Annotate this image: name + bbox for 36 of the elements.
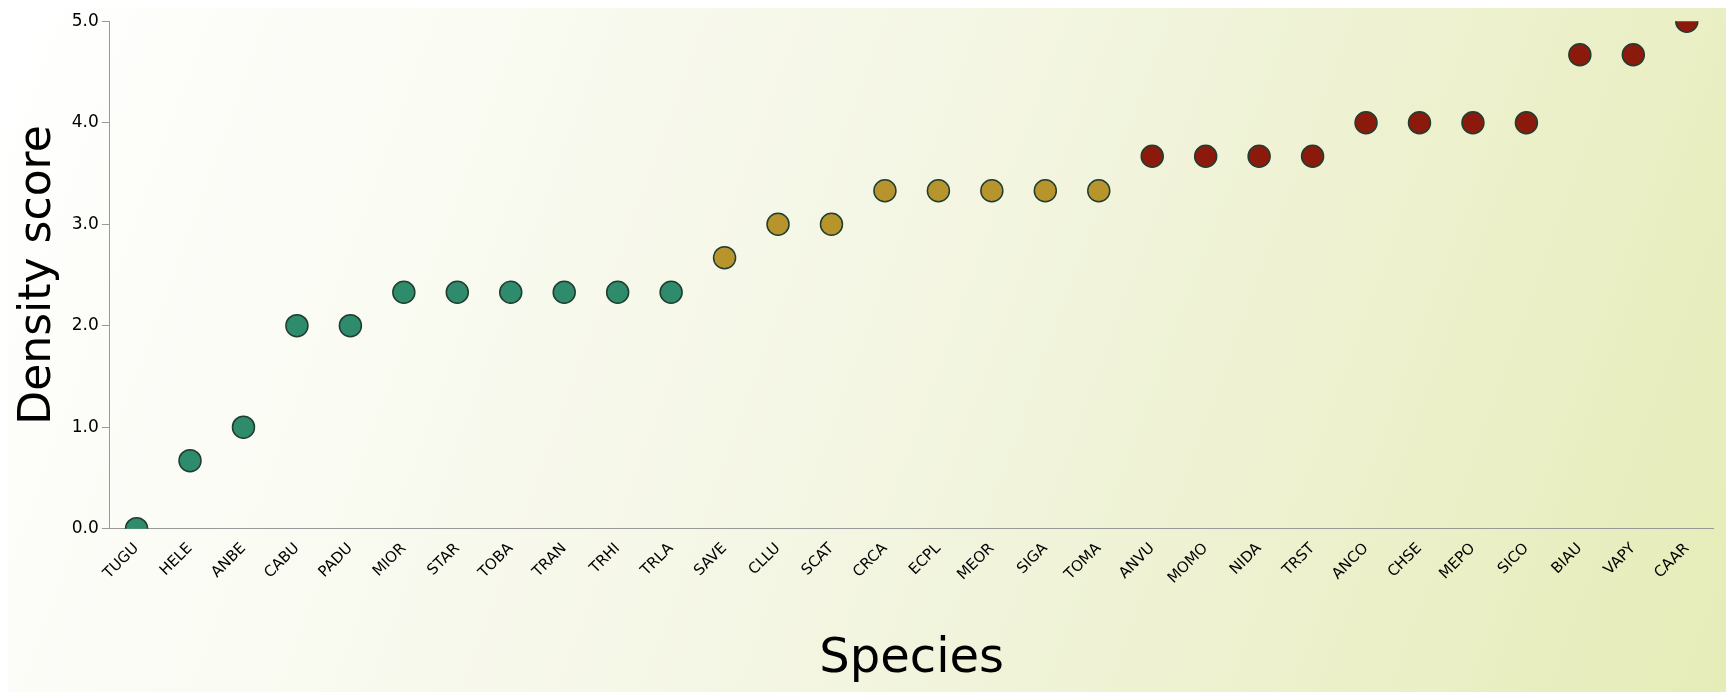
y-tick-label: 3.0: [71, 212, 99, 233]
point: [1514, 110, 1539, 135]
point: [1087, 178, 1111, 203]
y-axis-title: Density score: [8, 125, 60, 425]
point: [231, 415, 256, 439]
point: [659, 280, 683, 304]
point: [338, 313, 363, 338]
point: [552, 280, 576, 304]
point: [1568, 42, 1592, 67]
point: [1300, 144, 1325, 168]
point: [392, 280, 416, 304]
point: [605, 280, 630, 304]
point: [1354, 110, 1378, 135]
point: [445, 280, 470, 304]
y-tick-label: 4.0: [71, 111, 99, 132]
point: [1033, 178, 1058, 203]
point: [1407, 110, 1432, 135]
x-axis-title: Species: [819, 626, 1005, 683]
y-tick-label: 2.0: [71, 314, 99, 335]
point: [1621, 42, 1646, 67]
point: [1193, 144, 1218, 168]
y-tick-label: 1.0: [71, 415, 99, 436]
point: [499, 280, 523, 304]
point: [1140, 144, 1164, 168]
y-tick-label: 5.0: [71, 9, 99, 30]
point: [766, 212, 790, 236]
point: [926, 178, 951, 203]
point: [1461, 110, 1485, 135]
point: [178, 448, 202, 473]
point: [873, 178, 897, 203]
point: [285, 313, 309, 338]
y-tick-label: 0.0: [71, 517, 99, 538]
point: [1247, 144, 1271, 168]
point: [819, 212, 844, 236]
point: [980, 178, 1004, 203]
point: [712, 245, 737, 270]
